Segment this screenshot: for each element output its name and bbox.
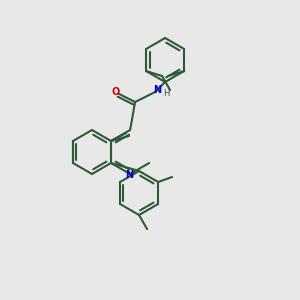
Text: N: N [125, 170, 133, 180]
Text: O: O [112, 87, 120, 97]
Text: H: H [163, 88, 169, 98]
Text: N: N [153, 85, 161, 95]
